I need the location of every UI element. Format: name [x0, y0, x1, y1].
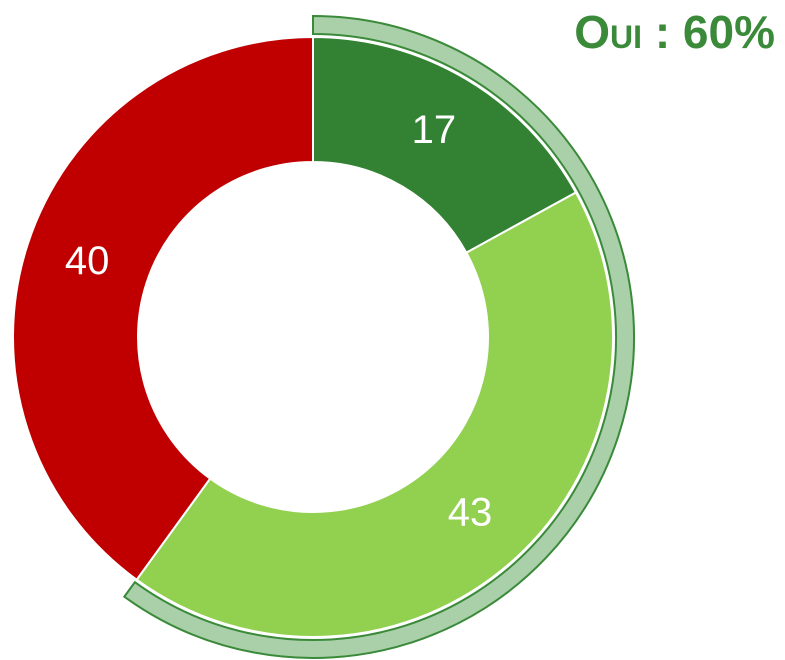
data-label: 40 — [65, 239, 110, 283]
donut-segment — [12, 35, 314, 582]
donut-segment — [135, 191, 614, 638]
annotation: Oui : 60% — [574, 6, 775, 58]
highlight-arc — [122, 14, 635, 659]
data-label: 17 — [412, 108, 457, 152]
donut-segment — [312, 35, 578, 255]
data-label: 43 — [448, 491, 493, 535]
